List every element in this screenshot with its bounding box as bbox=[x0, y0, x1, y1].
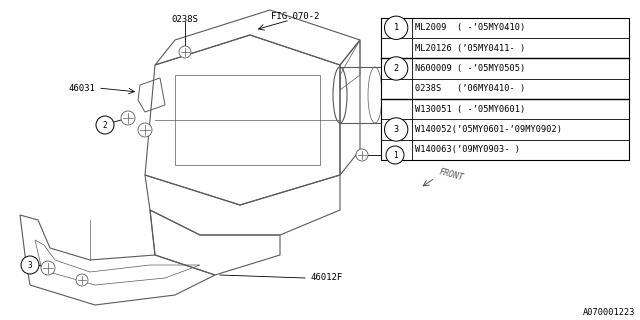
Circle shape bbox=[21, 256, 39, 274]
Text: W140052(’05MY0601-’09MY0902): W140052(’05MY0601-’09MY0902) bbox=[415, 125, 561, 134]
Text: FRONT: FRONT bbox=[438, 167, 465, 183]
Text: A070001223: A070001223 bbox=[582, 308, 635, 317]
Text: 3: 3 bbox=[28, 260, 32, 269]
Circle shape bbox=[138, 123, 152, 137]
Text: ML2009  ( -’05MY0410): ML2009 ( -’05MY0410) bbox=[415, 23, 525, 32]
Text: N600009 ( -’05MY0505): N600009 ( -’05MY0505) bbox=[415, 64, 525, 73]
Text: 0238S   (’06MY0410- ): 0238S (’06MY0410- ) bbox=[415, 84, 525, 93]
Circle shape bbox=[385, 57, 408, 80]
Circle shape bbox=[41, 261, 55, 275]
Bar bbox=[381, 18, 629, 160]
Text: 1: 1 bbox=[393, 150, 397, 159]
Text: FIG.070-2: FIG.070-2 bbox=[271, 12, 319, 21]
Text: W130051 ( -’05MY0601): W130051 ( -’05MY0601) bbox=[415, 105, 525, 114]
Circle shape bbox=[179, 46, 191, 58]
Circle shape bbox=[386, 146, 404, 164]
Text: 0238S: 0238S bbox=[172, 15, 198, 24]
Text: 3: 3 bbox=[394, 125, 399, 134]
Circle shape bbox=[385, 16, 408, 39]
Text: 2: 2 bbox=[102, 121, 108, 130]
Text: 1: 1 bbox=[394, 23, 399, 32]
Circle shape bbox=[76, 274, 88, 286]
Text: W140063(’09MY0903- ): W140063(’09MY0903- ) bbox=[415, 145, 520, 154]
Circle shape bbox=[385, 118, 408, 141]
Circle shape bbox=[356, 149, 368, 161]
Circle shape bbox=[96, 116, 114, 134]
Circle shape bbox=[121, 111, 135, 125]
Text: 46012F: 46012F bbox=[310, 274, 342, 283]
Text: 46031: 46031 bbox=[68, 84, 95, 92]
Text: FIG.073: FIG.073 bbox=[425, 91, 463, 100]
Text: ML20126 (’05MY0411- ): ML20126 (’05MY0411- ) bbox=[415, 44, 525, 52]
Text: 2: 2 bbox=[394, 64, 399, 73]
